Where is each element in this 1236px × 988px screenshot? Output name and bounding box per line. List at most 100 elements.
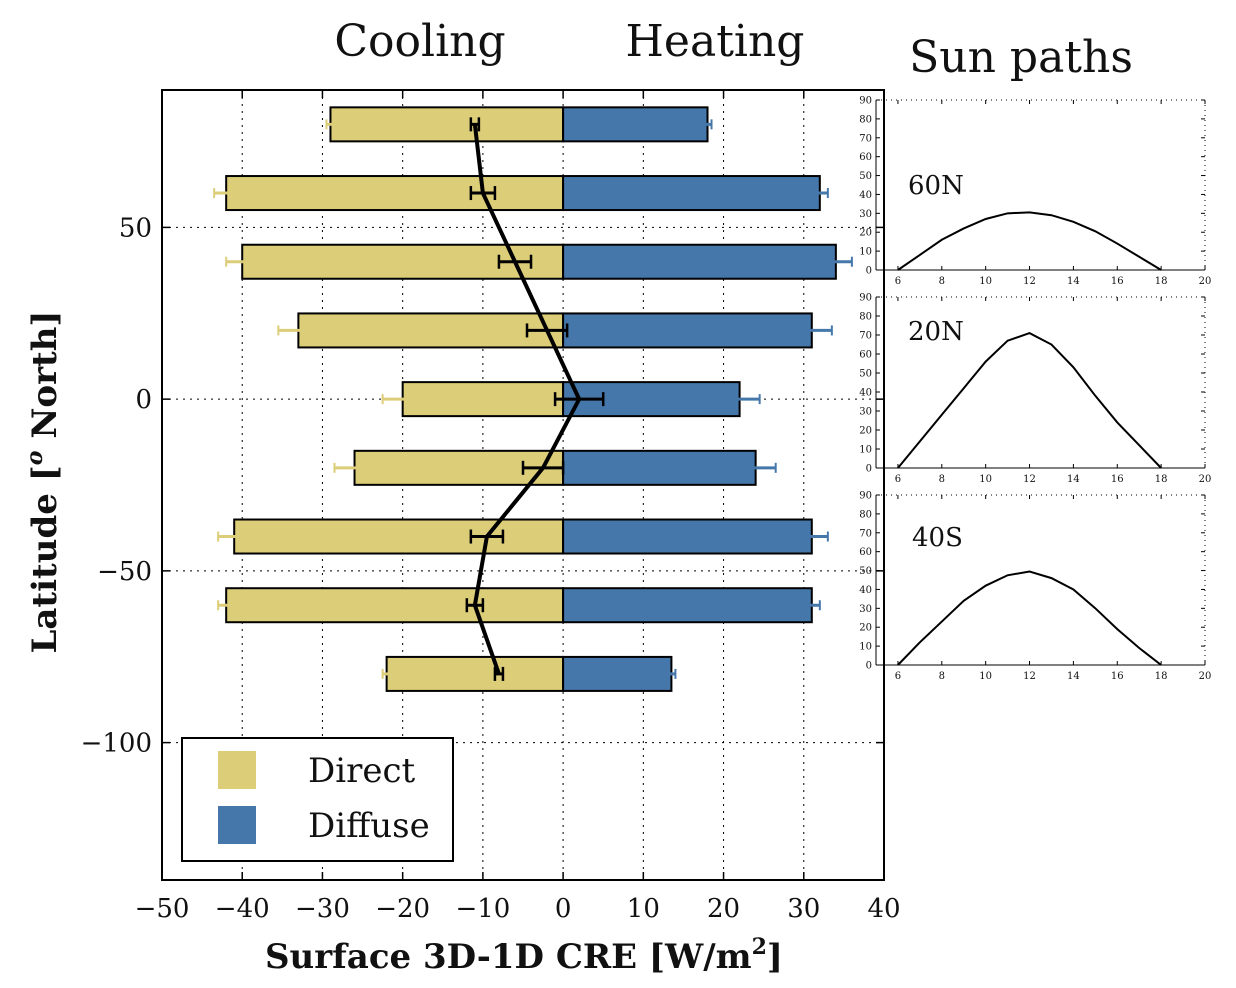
y-axis-title-end: North]: [25, 310, 65, 450]
diffuse-bar: [562, 587, 813, 624]
y-tick-label: 50: [119, 213, 152, 243]
sun-paths-title: Sun paths: [909, 32, 1133, 83]
direct-bar: [329, 106, 565, 143]
inset-x-tick-label: 16: [1111, 671, 1124, 682]
inset-y-tick-label: 10: [859, 247, 872, 258]
inset-y-tick-label: 10: [859, 445, 872, 456]
x-axis-title-sup: 2: [752, 934, 767, 960]
legend-swatch-diffuse: [218, 806, 256, 844]
inset-y-tick-label: 70: [859, 528, 872, 539]
inset-x-tick-label: 18: [1155, 474, 1168, 485]
inset-label: 40S: [912, 523, 963, 553]
sun-path-line: [897, 332, 1162, 469]
inset-x-tick-label: 16: [1111, 474, 1124, 485]
inset-y-tick-label: 60: [859, 350, 872, 361]
inset-x-tick-label: 14: [1067, 474, 1080, 485]
x-tick-label: 40: [867, 894, 900, 924]
diffuse-bar: [562, 449, 757, 486]
inset-y-tick-label: 40: [859, 585, 872, 596]
inset-x-tick-label: 12: [1023, 276, 1036, 287]
inset-x-tick-label: 8: [939, 671, 945, 682]
inset-x-tick-label: 10: [979, 671, 992, 682]
inset-y-tick-label: 90: [859, 96, 872, 107]
inset-x-tick-label: 20: [1199, 671, 1212, 682]
diffuse-bar: [562, 243, 837, 280]
x-tick-label: −40: [215, 894, 270, 924]
inset-x-tick-label: 6: [895, 474, 901, 485]
y-axis-title-main: Latitude [: [25, 465, 65, 653]
legend: Direct Diffuse: [181, 737, 454, 862]
inset-y-tick-label: 50: [859, 369, 872, 380]
direct-bar: [233, 518, 565, 555]
inset-x-tick-label: 8: [939, 276, 945, 287]
inset-y-tick-label: 0: [866, 661, 872, 672]
inset-x-tick-label: 10: [979, 474, 992, 485]
inset-x-tick-label: 18: [1155, 671, 1168, 682]
inset-x-tick-label: 12: [1023, 474, 1036, 485]
inset-20n: 0 10 20 30 40 50 60 70 80 90 6 8 10 12 14 16 18 20 20N: [859, 293, 1211, 486]
inset-x-tick-label: 6: [895, 276, 901, 287]
inset-y-tick-label: 80: [859, 312, 872, 323]
inset-y-tick-label: 40: [859, 190, 872, 201]
inset-y-tick-label: 0: [866, 266, 872, 277]
legend-label-direct: Direct: [308, 751, 416, 791]
x-axis-title: Surface 3D-1D CRE [W/m2]: [265, 934, 783, 977]
inset-y-tick-label: 70: [859, 331, 872, 342]
inset-40s: 0 10 20 30 40 50 60 70 80 90 6 8 10 12 14 16 18 20 40S: [859, 491, 1211, 683]
diffuse-bar: [562, 106, 709, 143]
inset-x-tick-label: 8: [939, 474, 945, 485]
diffuse-bar: [562, 518, 813, 555]
y-axis-title-sup: o: [22, 451, 48, 466]
main-net: [465, 117, 605, 681]
inset-y-tick-label: 90: [859, 491, 872, 502]
main-errors: [213, 119, 853, 679]
inset-y-tick-label: 30: [859, 407, 872, 418]
inset-y-tick-label: 20: [859, 228, 872, 239]
inset-y-tick-label: 40: [859, 388, 872, 399]
diffuse-bar: [562, 312, 813, 349]
direct-bar: [225, 587, 565, 624]
legend-swatch-direct: [218, 751, 256, 789]
sun-path-line: [897, 570, 1162, 666]
diffuse-bar: [562, 655, 673, 692]
y-tick-label: −100: [81, 729, 152, 759]
x-tick-label: −30: [295, 894, 350, 924]
inset-label: 20N: [908, 317, 964, 347]
inset-x-tick-label: 18: [1155, 276, 1168, 287]
inset-y-tick-label: 30: [859, 604, 872, 615]
inset-x-tick-label: 16: [1111, 276, 1124, 287]
inset-y-tick-label: 80: [859, 509, 872, 520]
inset-y-tick-label: 60: [859, 152, 872, 163]
direct-bar: [385, 655, 565, 692]
diffuse-bar: [562, 175, 821, 212]
inset-y-tick-label: 60: [859, 547, 872, 558]
inset-60n: 0 10 20 30 40 50 60 70 80 90 6 8 10 12 14 16 18 20 60N: [859, 96, 1211, 288]
inset-y-tick-label: 50: [859, 171, 872, 182]
inset-y-tick-label: 30: [859, 209, 872, 220]
y-axis-title: Latitude [o North]: [22, 310, 65, 653]
inset-x-tick-label: 20: [1199, 474, 1212, 485]
x-tick-label: 30: [787, 894, 820, 924]
inset-y-tick-label: 10: [859, 642, 872, 653]
inset-x-tick-label: 14: [1067, 276, 1080, 287]
x-tick-label: 20: [707, 894, 740, 924]
inset-x-tick-label: 6: [895, 671, 901, 682]
x-axis-title-end: ]: [767, 937, 783, 977]
x-tick-label: −20: [375, 894, 430, 924]
y-tick-label: 0: [135, 385, 152, 415]
inset-y-tick-label: 70: [859, 133, 872, 144]
cooling-header: Cooling: [334, 16, 505, 67]
x-tick-label: 10: [627, 894, 660, 924]
main-bars: [225, 106, 837, 692]
x-tick-label: −10: [455, 894, 510, 924]
inset-y-tick-label: 20: [859, 426, 872, 437]
inset-x-tick-label: 12: [1023, 671, 1036, 682]
direct-bar: [401, 381, 565, 418]
inset-x-tick-label: 14: [1067, 671, 1080, 682]
direct-bar: [297, 312, 565, 349]
heating-header: Heating: [626, 16, 805, 67]
